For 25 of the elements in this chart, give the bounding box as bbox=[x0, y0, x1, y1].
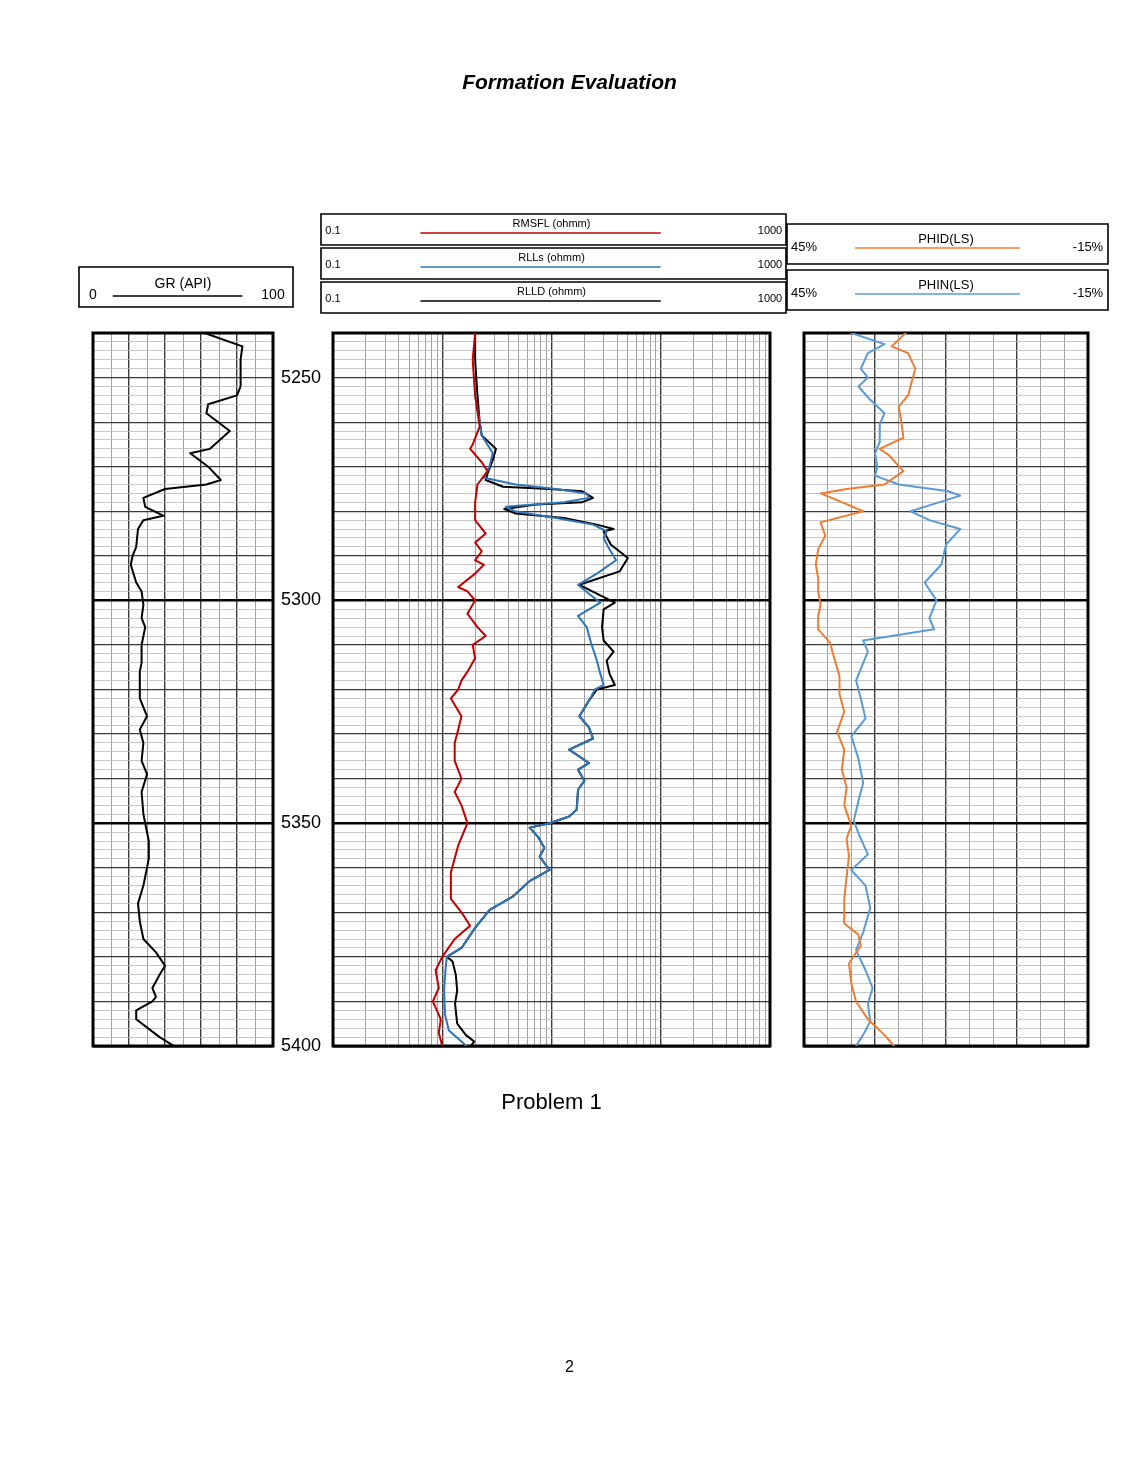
x-tick-label: -15% bbox=[1072, 284, 1104, 300]
text: Problem 1 bbox=[500, 1089, 603, 1115]
x-tick-label: 100 bbox=[261, 285, 285, 302]
y-tick-label: 5350 bbox=[281, 812, 322, 833]
y-tick-label: 5300 bbox=[281, 589, 322, 610]
text: PHIN(LS) bbox=[918, 276, 974, 292]
y-tick-label: 5250 bbox=[281, 366, 322, 387]
text: 2 bbox=[564, 1358, 575, 1376]
x-tick-label: 0.1 bbox=[325, 292, 341, 305]
text: RLLs (ohmm) bbox=[518, 251, 585, 264]
text: 1000 bbox=[757, 258, 783, 271]
text: 0.1 bbox=[325, 258, 341, 271]
text: GR (API) bbox=[154, 274, 212, 291]
text: 0.1 bbox=[325, 224, 341, 237]
x-tick-label: 45% bbox=[790, 284, 818, 300]
x-tick-label: 1000 bbox=[757, 292, 783, 305]
chart-title: Formation Evaluation bbox=[461, 70, 678, 94]
x2-tick-label: 45% bbox=[790, 238, 818, 254]
y-tick-label: 5400 bbox=[281, 1034, 322, 1055]
x2-tick-label: -15% bbox=[1072, 238, 1104, 254]
x-tick-label: 0 bbox=[89, 285, 98, 302]
text: PHID(LS) bbox=[918, 230, 974, 246]
text: RMSFL (ohmm) bbox=[512, 217, 591, 230]
text: RLLD (ohmm) bbox=[516, 285, 587, 298]
text: 1000 bbox=[757, 224, 783, 237]
